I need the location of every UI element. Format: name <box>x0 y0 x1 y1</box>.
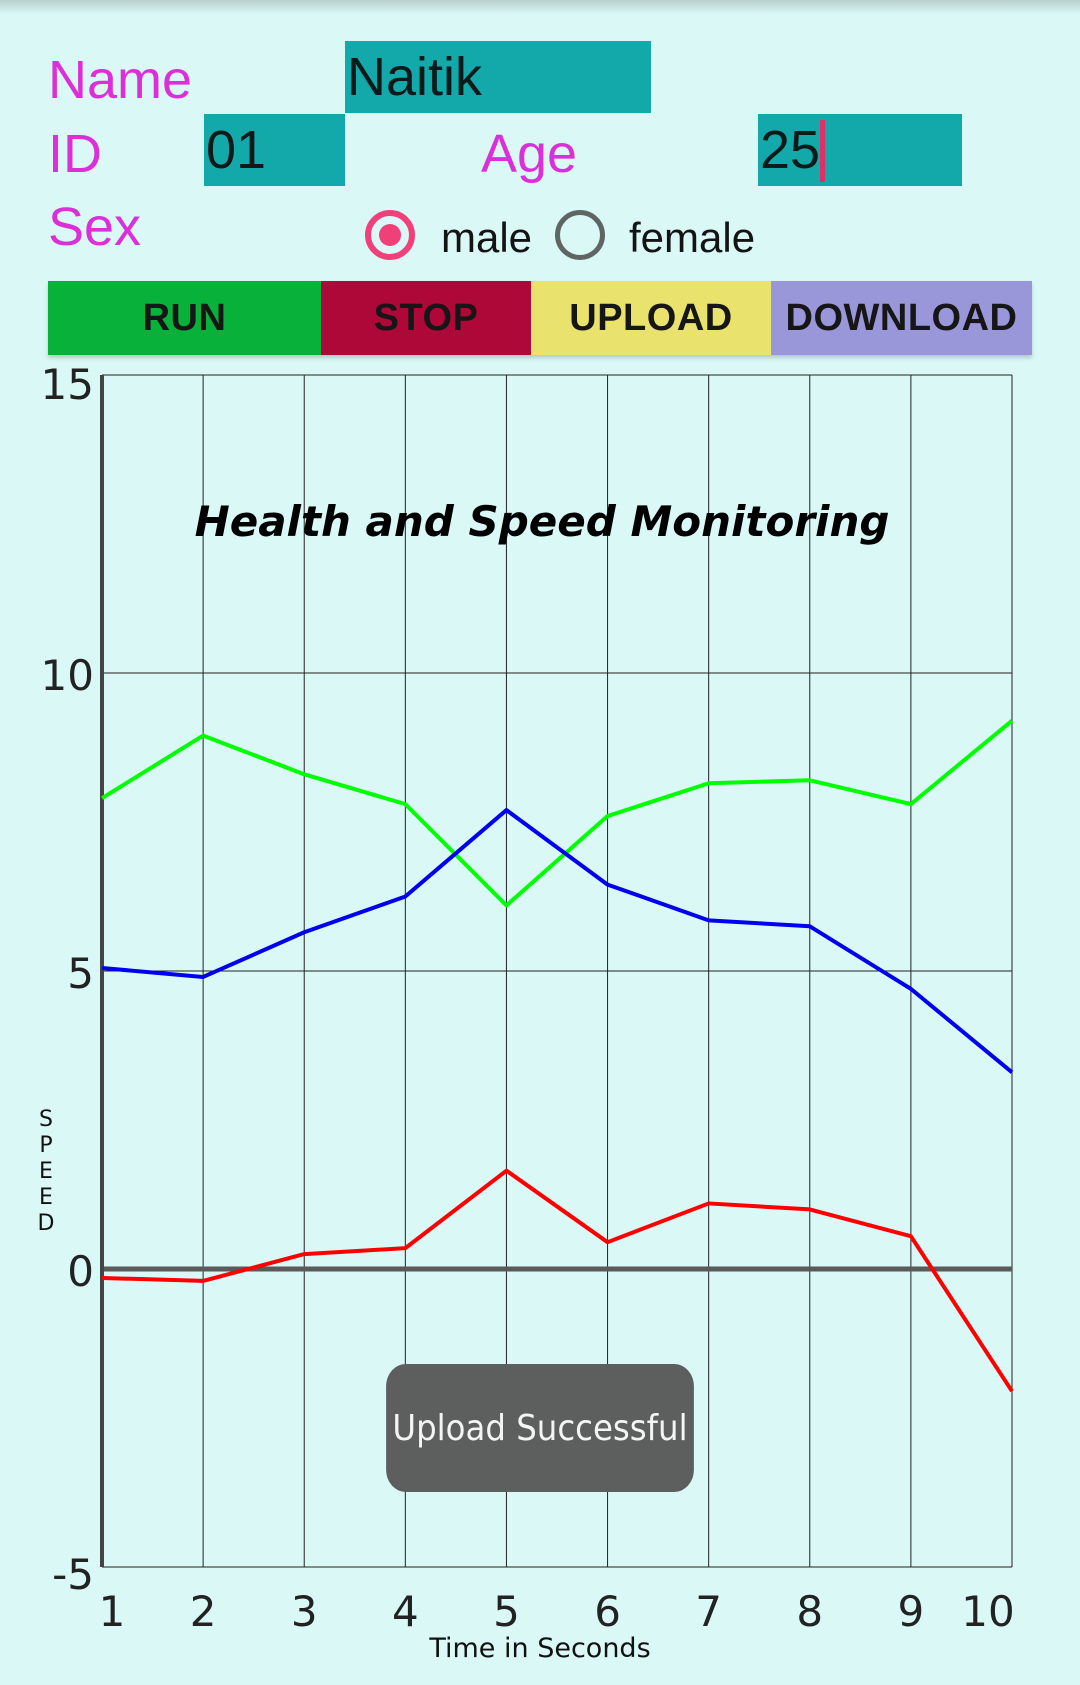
x-tick-label: 5 <box>493 1587 520 1636</box>
x-axis-title: Time in Seconds <box>428 1633 650 1664</box>
y-axis-title-letter: P <box>39 1133 52 1158</box>
x-tick-label: 1 <box>99 1587 126 1636</box>
action-button-bar: RUN STOP UPLOAD DOWNLOAD <box>48 281 1032 355</box>
x-tick-label: 7 <box>695 1587 722 1636</box>
y-tick-label: 15 <box>41 360 94 409</box>
y-tick-label: 10 <box>41 651 94 700</box>
x-tick-label: 6 <box>594 1587 621 1636</box>
name-input[interactable]: Naitik <box>345 41 651 113</box>
status-bar-shadow <box>0 0 1080 14</box>
download-button[interactable]: DOWNLOAD <box>771 281 1032 355</box>
y-tick-label: 5 <box>67 949 94 998</box>
series-line <box>101 808 1014 1074</box>
series-line <box>101 1168 1014 1393</box>
upload-button[interactable]: UPLOAD <box>531 281 771 355</box>
text-cursor <box>820 119 826 182</box>
stop-button[interactable]: STOP <box>321 281 531 355</box>
y-tick-label: 0 <box>67 1247 94 1296</box>
name-label: Name <box>48 50 193 110</box>
run-button[interactable]: RUN <box>48 281 321 355</box>
id-input[interactable]: 01 <box>204 114 345 186</box>
age-value: 25 <box>760 120 821 180</box>
sex-label: Sex <box>48 197 142 257</box>
y-tick-label: -5 <box>52 1550 94 1599</box>
x-tick-label: 9 <box>898 1587 925 1636</box>
y-axis-title-letter: S <box>39 1107 53 1132</box>
id-label: ID <box>48 124 102 184</box>
male-radio-label[interactable]: male <box>441 214 533 261</box>
x-tick-label: 4 <box>392 1587 419 1636</box>
x-tick-label: 10 <box>961 1587 1014 1636</box>
x-tick-label: 3 <box>291 1587 318 1636</box>
series-line <box>100 719 1014 908</box>
y-axis-title-letter: E <box>39 1159 53 1184</box>
female-radio-button[interactable] <box>555 210 605 260</box>
age-label: Age <box>481 124 578 184</box>
female-radio-label[interactable]: female <box>629 214 756 261</box>
male-radio-button[interactable] <box>365 210 415 260</box>
radio-selected-dot <box>379 224 401 246</box>
y-axis-title-letter: E <box>39 1185 53 1210</box>
x-tick-label: 2 <box>190 1587 217 1636</box>
y-axis-title-letter: D <box>38 1211 55 1236</box>
age-input[interactable]: 25 <box>758 114 962 186</box>
chart-title: Health and Speed Monitoring <box>195 497 890 546</box>
upload-toast: Upload Successful <box>386 1364 694 1492</box>
x-tick-label: 8 <box>796 1587 823 1636</box>
